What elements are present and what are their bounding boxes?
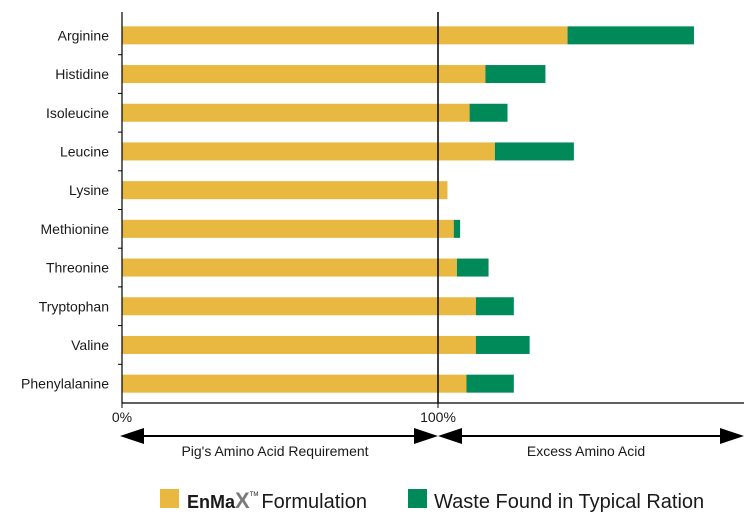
bar-waste [475,335,530,354]
left-span-label: Pig's Amino Acid Requirement [181,443,368,459]
category-labels: Arginine Histidine Isoleucine Leucine Lysine… [21,27,109,391]
bar-formulation [122,65,486,84]
bars-layer [122,26,694,393]
category-label: Methionine [41,221,110,237]
left-arrowhead-left [120,428,144,444]
legend-label-waste: Waste Found in Typical Ration [434,491,704,513]
bar-waste [469,103,508,122]
legend-swatch-enmax [160,489,179,508]
bar-formulation [122,26,568,45]
right-span-label: Excess Amino Acid [527,443,645,459]
bar-waste [567,26,694,45]
legend-swatch-waste [408,489,427,508]
legend-label-formulation: Formulation [261,491,367,513]
enmax-logo-x: X [235,488,250,513]
bar-formulation [122,142,495,161]
bar-waste [453,219,461,238]
right-arrowhead-left [438,428,462,444]
bar-waste [485,65,546,84]
enmax-logo-text: EnMa [187,492,236,512]
axes-layer: 0% 100% [112,12,744,425]
enmax-trademark: TM [250,492,259,498]
x-tick-label: 0% [112,409,132,425]
category-label: Leucine [60,143,109,159]
category-label: Histidine [55,66,109,82]
legend-label-enmax: EnMaXTM Formulation [187,488,367,513]
category-label: Phenylalanine [21,376,109,392]
x-tick-label: 100% [420,409,456,425]
bar-waste [494,142,574,161]
bar-formulation [122,181,448,200]
category-label: Threonine [46,260,109,276]
category-label: Tryptophan [39,298,109,314]
bar-formulation [122,258,457,277]
legend: EnMaXTM Formulation Waste Found in Typica… [160,488,704,513]
category-label: Arginine [58,27,110,43]
category-label: Lysine [69,182,109,198]
bar-formulation [122,335,476,354]
category-label: Isoleucine [46,105,109,121]
bar-formulation [122,297,476,316]
right-arrowhead-right [720,428,744,444]
bar-formulation [122,374,467,393]
left-arrowhead-right [414,428,438,444]
bar-waste [466,374,514,393]
bar-formulation [122,219,454,238]
category-label: Valine [71,337,109,353]
bar-formulation [122,103,470,122]
requirement-arrows: Pig's Amino Acid Requirement Excess Amin… [120,428,744,459]
bar-waste [456,258,489,277]
bar-waste [475,297,514,316]
